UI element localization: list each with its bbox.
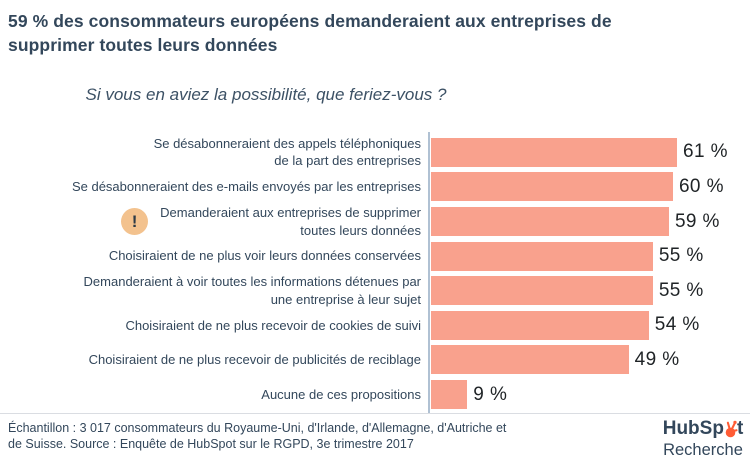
bar-value: 54 % [654, 314, 700, 336]
bar-label: Se désabonneraient des e-mails envoyés p… [0, 178, 421, 196]
bar-label-text: Choisiraient de ne plus voir leurs donné… [108, 248, 421, 264]
bar-label-text: Aucune de ces propositions [261, 386, 421, 402]
bar [431, 380, 468, 410]
bar-label: Se désabonneraient des appels téléphoniq… [0, 135, 421, 170]
bar [431, 137, 677, 167]
bar-row: Se désabonneraient des e-mails envoyés p… [0, 170, 750, 205]
bar [431, 276, 653, 306]
bar [431, 207, 669, 237]
bar-chart: Se désabonneraient des appels téléphoniq… [0, 132, 750, 414]
bar-label-text: Choisiraient de ne plus recevoir de publ… [88, 352, 421, 368]
chart-subtitle: Si vous en aviez la possibilité, que fer… [85, 85, 447, 104]
source-note: Échantillon : 3 017 consommateurs du Roy… [8, 421, 507, 451]
bar-label: ! Demanderaient aux entreprises de suppri… [0, 204, 421, 239]
page-title-line-1: 59 % des consommateurs européens demande… [8, 11, 612, 31]
bar-row: Se désabonneraient des appels téléphoniq… [0, 135, 750, 170]
footer-divider [0, 413, 750, 414]
bar-value: 9 % [473, 383, 508, 405]
bar-label-text: Demanderaient aux entreprises de supprim… [160, 205, 421, 238]
bar-row: Aucune de ces propositions 9 % [0, 377, 750, 412]
bar-value: 49 % [634, 348, 680, 370]
bar-value: 59 % [674, 210, 720, 232]
bar-row: Demanderaient à voir toutes les informat… [0, 273, 750, 308]
chart-axis-line [428, 132, 430, 414]
hubspot-tagline: Recherche [663, 441, 743, 459]
bar [431, 345, 629, 375]
warning-icon: ! [121, 208, 149, 236]
bar-value: 61 % [683, 141, 728, 163]
bar-row: ! Demanderaient aux entreprises de suppri… [0, 204, 750, 239]
hubspot-sprocket-icon [725, 420, 738, 438]
bar-label: Choisiraient de ne plus voir leurs donné… [0, 247, 421, 265]
page-title-line-2: supprimer toutes leurs données [8, 35, 278, 55]
bar-label-text: Choisiraient de ne plus recevoir de cook… [125, 317, 421, 333]
bar-label: Demanderaient à voir toutes les informat… [0, 273, 421, 308]
bar [431, 310, 649, 340]
bar-label: Aucune de ces propositions [0, 386, 421, 404]
bar [431, 172, 673, 202]
bar-row: Choisiraient de ne plus voir leurs donné… [0, 239, 750, 274]
bar-rows: Se désabonneraient des appels téléphoniq… [0, 135, 750, 412]
hubspot-wordmark: HubSp t [655, 417, 750, 440]
bar-value: 55 % [658, 245, 704, 267]
bar-label: Choisiraient de ne plus recevoir de cook… [0, 317, 421, 335]
bar [431, 241, 653, 271]
bar-label: Choisiraient de ne plus recevoir de publ… [0, 351, 421, 369]
bar-row: Choisiraient de ne plus recevoir de cook… [0, 308, 750, 343]
bar-value: 60 % [678, 175, 724, 197]
bar-value: 55 % [658, 279, 704, 301]
bar-label-text: Se désabonneraient des e-mails envoyés p… [71, 179, 421, 195]
page-title: 59 % des consommateurs européens demande… [8, 9, 732, 57]
hubspot-wordmark-suffix: t [736, 418, 744, 439]
bar-label-text: Se désabonneraient des appels téléphoniq… [153, 135, 421, 169]
hubspot-logo: HubSp t Recherche [655, 417, 750, 460]
bar-row: Choisiraient de ne plus recevoir de publ… [0, 343, 750, 378]
hubspot-wordmark-prefix: HubSp [662, 418, 724, 439]
bar-label-text: Demanderaient à voir toutes les informat… [83, 274, 421, 307]
